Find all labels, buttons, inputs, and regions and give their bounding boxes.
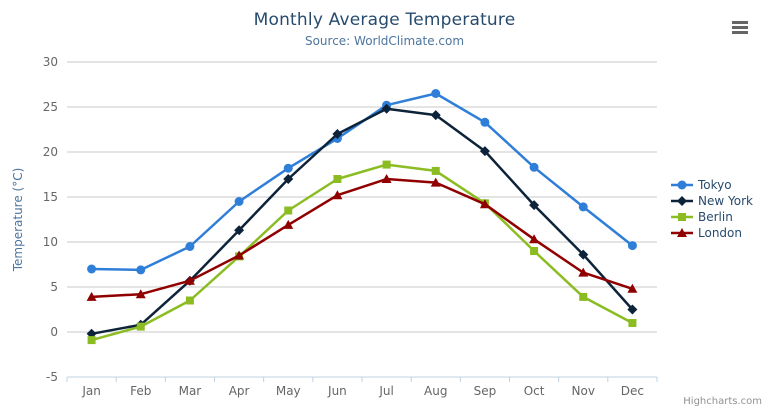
data-point[interactable] — [333, 175, 342, 183]
y-axis-label: 25 — [43, 100, 58, 114]
data-point[interactable] — [529, 162, 539, 172]
hamburger-icon — [732, 26, 748, 29]
data-point[interactable] — [430, 110, 441, 121]
data-point[interactable] — [480, 117, 490, 127]
x-axis-label: Jul — [378, 384, 393, 398]
legend-label: New York — [698, 194, 753, 208]
x-axis-label: Oct — [524, 384, 545, 398]
data-point[interactable] — [381, 174, 392, 183]
chart-subtitle: Source: WorldClimate.com — [304, 34, 465, 48]
legend-label: Tokyo — [698, 178, 732, 192]
data-point[interactable] — [382, 160, 391, 169]
legend-marker — [677, 228, 687, 237]
circle-marker-icon — [671, 180, 693, 190]
diamond-marker-icon — [671, 196, 693, 206]
y-axis-label: 30 — [43, 55, 58, 69]
series-line — [90, 177, 634, 299]
legend-marker — [677, 180, 687, 190]
data-point[interactable] — [135, 289, 146, 299]
data-point[interactable] — [234, 250, 245, 260]
series-line — [90, 92, 634, 272]
data-point[interactable] — [628, 319, 637, 327]
data-point[interactable] — [578, 267, 589, 277]
credits-link[interactable]: Highcharts.com — [683, 396, 762, 407]
legend-marker — [677, 196, 687, 206]
context-menu-button[interactable] — [732, 21, 748, 34]
x-axis-label: Mar — [179, 384, 202, 398]
data-point[interactable] — [87, 264, 97, 274]
series-tokyo[interactable] — [87, 89, 637, 275]
data-point[interactable] — [87, 336, 96, 345]
data-point[interactable] — [479, 199, 490, 209]
hamburger-icon — [732, 31, 748, 34]
data-point[interactable] — [530, 247, 539, 255]
data-point[interactable] — [86, 291, 97, 301]
data-point[interactable] — [185, 242, 195, 251]
series-new-york[interactable] — [86, 103, 638, 339]
legend-item-berlin[interactable]: Berlin — [671, 211, 753, 223]
x-axis-label: Sep — [474, 384, 497, 398]
series-line — [90, 163, 634, 342]
data-point[interactable] — [136, 265, 146, 275]
x-axis-label: Nov — [572, 384, 595, 398]
data-point[interactable] — [431, 166, 440, 175]
y-axis-label: 5 — [50, 280, 58, 294]
y-axis-title: Temperature (°C) — [11, 168, 25, 273]
square-marker-icon — [671, 213, 693, 221]
data-point[interactable] — [234, 225, 245, 236]
data-point[interactable] — [578, 202, 588, 212]
chart-title: Monthly Average Temperature — [253, 10, 516, 30]
x-axis-label: Dec — [621, 384, 644, 398]
data-point[interactable] — [234, 197, 244, 206]
data-point[interactable] — [627, 241, 637, 251]
series-line — [90, 107, 634, 336]
y-axis-label: 0 — [50, 325, 58, 339]
data-point[interactable] — [430, 177, 441, 187]
data-point[interactable] — [283, 219, 294, 229]
x-axis-label: Jun — [327, 384, 347, 398]
data-point[interactable] — [332, 190, 343, 200]
x-axis-label: Jan — [81, 384, 101, 398]
legend-label: London — [698, 226, 742, 240]
data-point[interactable] — [283, 174, 294, 184]
data-point[interactable] — [529, 200, 540, 211]
legend-item-new-york[interactable]: New York — [671, 195, 753, 207]
legend-label: Berlin — [698, 210, 733, 224]
legend-item-london[interactable]: London — [671, 227, 753, 239]
x-axis-label: Apr — [229, 384, 250, 398]
x-axis-label: Feb — [130, 384, 151, 398]
data-point[interactable] — [578, 249, 589, 260]
series-london[interactable] — [86, 174, 638, 301]
data-point[interactable] — [332, 129, 343, 139]
legend-marker — [678, 213, 686, 221]
data-point[interactable] — [284, 206, 293, 215]
legend-item-tokyo[interactable]: Tokyo — [671, 179, 753, 191]
y-axis-label: 20 — [43, 145, 58, 159]
data-point[interactable] — [627, 283, 638, 293]
y-axis-label: 15 — [43, 190, 58, 204]
data-point[interactable] — [529, 234, 540, 244]
y-axis-label: -5 — [46, 370, 58, 384]
data-point[interactable] — [579, 292, 588, 301]
triangle-marker-icon — [671, 228, 693, 237]
data-point[interactable] — [627, 304, 638, 315]
hamburger-icon — [732, 21, 748, 24]
x-axis-label: Aug — [424, 384, 447, 398]
x-axis-label: May — [276, 384, 301, 398]
y-axis-label: 10 — [43, 235, 58, 249]
legend: Tokyo New York Berlin London — [671, 179, 753, 239]
data-point[interactable] — [381, 103, 392, 114]
data-point[interactable] — [479, 146, 490, 157]
data-point[interactable] — [283, 163, 293, 173]
data-point[interactable] — [184, 275, 195, 285]
data-point[interactable] — [185, 296, 194, 305]
data-point[interactable] — [431, 89, 441, 98]
data-point[interactable] — [136, 322, 145, 331]
